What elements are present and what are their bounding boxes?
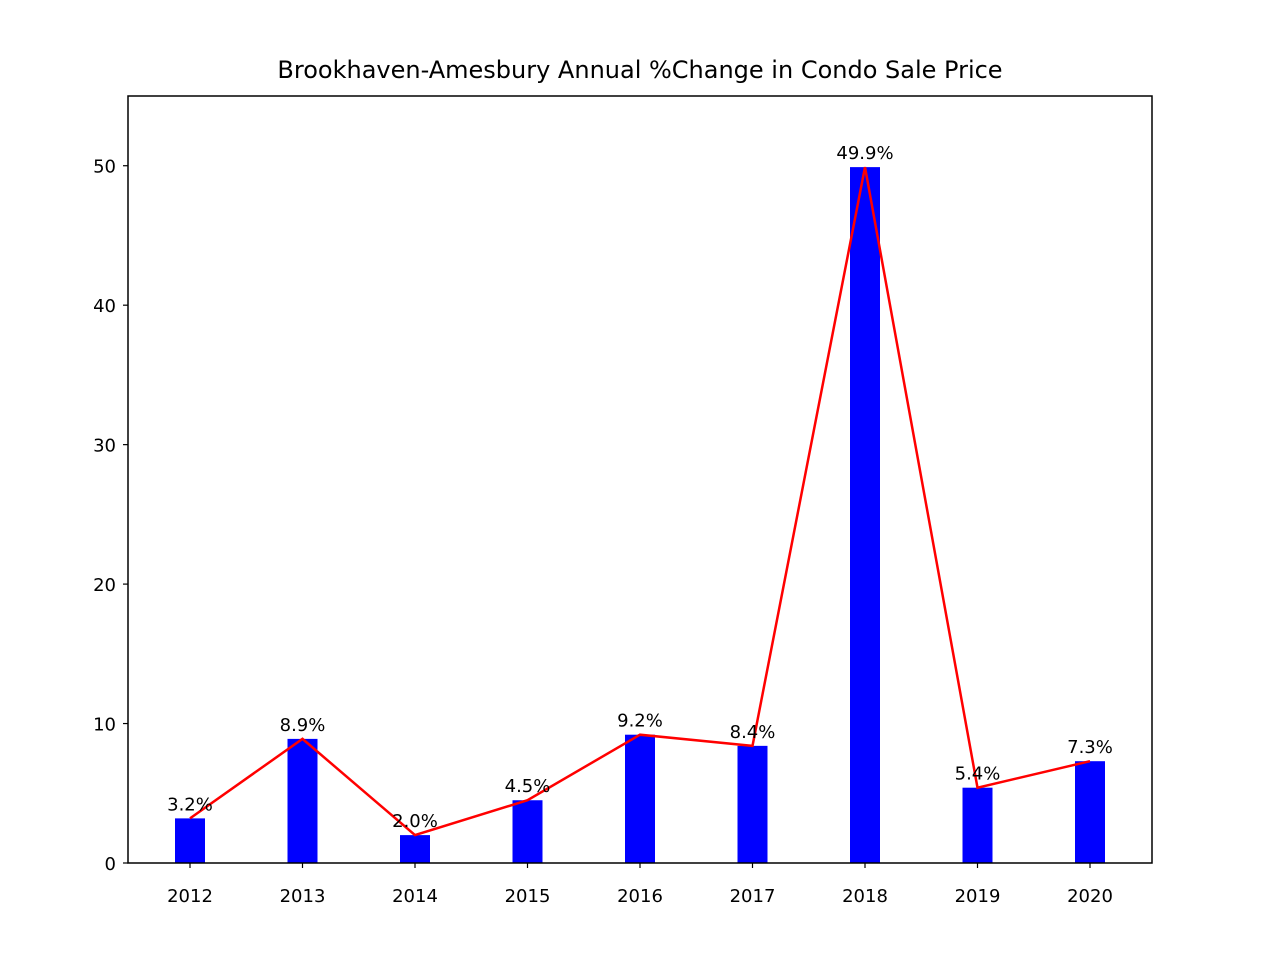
x-tick-label-2014: 2014 [392,886,438,907]
trend-line [189,166,1091,837]
x-tick-label-2020: 2020 [1067,886,1113,907]
line-layer [189,166,1091,837]
data-label-2019: 5.4% [955,764,1001,785]
data-labels-layer: 3.2% 8.9% 2.0% 4.5% 9.2% 8.4% 49.9% 5.4% 7.3% [167,143,1113,832]
x-tick-label-2015: 2015 [505,886,551,907]
x-tick-label-2013: 2013 [280,886,326,907]
bar-2013 [287,738,318,863]
bar-2017 [737,745,768,863]
y-tick-label-40: 40 [93,296,116,317]
x-tick-label-2016: 2016 [617,886,663,907]
y-axis: 0 10 20 30 40 50 [93,157,128,875]
data-label-2014: 2.0% [392,811,438,832]
chart-title: Brookhaven-Amesbury Annual %Change in Co… [277,56,1002,84]
y-tick-label-0: 0 [105,854,116,875]
y-tick-label-30: 30 [93,436,116,457]
data-label-2017: 8.4% [730,722,776,743]
y-tick-label-50: 50 [93,157,116,178]
bars-layer [175,167,1105,863]
y-tick-label-10: 10 [93,715,116,736]
x-tick-label-2018: 2018 [842,886,888,907]
bar-2016 [625,734,655,863]
bar-2014 [400,835,430,863]
bar-2015 [512,800,543,863]
x-tick-label-2017: 2017 [730,886,776,907]
data-label-2013: 8.9% [280,715,326,736]
x-axis: 2012 2013 2014 2015 2016 2017 2018 2019 2020 [167,863,1113,907]
data-label-2020: 7.3% [1067,737,1113,758]
data-label-2018: 49.9% [836,143,893,164]
bar-2018 [850,167,880,863]
x-tick-label-2012: 2012 [167,886,213,907]
bar-2019 [962,787,993,863]
bar-2012 [175,818,205,863]
data-label-2015: 4.5% [505,776,551,797]
bar-2020 [1075,761,1105,863]
x-tick-label-2019: 2019 [955,886,1001,907]
data-label-2012: 3.2% [167,794,213,815]
data-label-2016: 9.2% [617,711,663,732]
y-tick-label-20: 20 [93,575,116,596]
